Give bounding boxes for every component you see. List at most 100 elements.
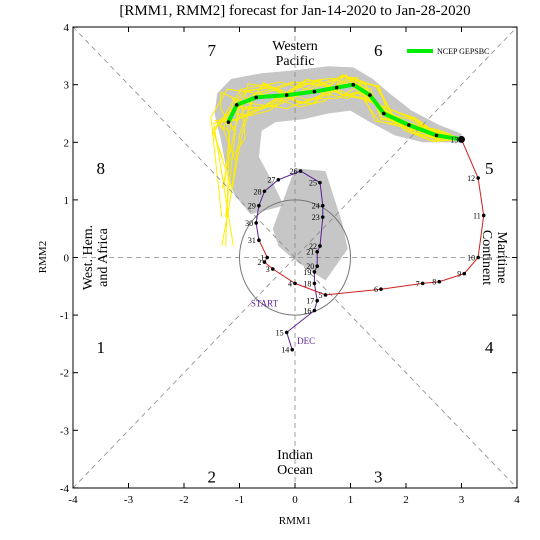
spread-upper-band: [214, 66, 462, 215]
region-label-line: West. Hem.: [81, 225, 96, 290]
december-point: [318, 244, 322, 248]
december-day-label: 17: [306, 297, 314, 306]
december-day-label: 27: [267, 176, 275, 185]
december-day-label: 22: [309, 242, 317, 251]
december-point: [320, 215, 325, 219]
y-tick-label: -4: [60, 483, 70, 495]
december-day-label: 14: [281, 346, 289, 355]
observed-point: [323, 293, 328, 297]
observed-point: [262, 260, 267, 264]
observed-day-label: 9: [457, 270, 461, 279]
ensemble-mean-point: [334, 85, 339, 90]
x-tick-label: 1: [348, 494, 354, 506]
spread-lower-band: [272, 168, 348, 281]
y-tick-label: -2: [60, 368, 69, 380]
marker-dec: DEC: [297, 336, 315, 346]
phase-label: 4: [485, 338, 494, 357]
diagonal-guide: [72, 26, 518, 489]
ensemble-mean-point: [234, 103, 239, 107]
december-day-label: 31: [248, 236, 256, 245]
ensemble-mean-point: [312, 89, 317, 94]
observed-point: [271, 267, 275, 271]
observed-day-label: 8: [432, 278, 436, 287]
region-label-line: Pacific: [276, 54, 315, 69]
region-label-line: Ocean: [277, 463, 313, 478]
member-line-10: [224, 81, 462, 247]
legend-label: NCEP GEPSBC: [437, 47, 489, 56]
x-tick-label: -2: [179, 494, 188, 506]
december-day-label: 24: [312, 202, 320, 211]
y-tick-label: -1: [60, 310, 69, 322]
region-label-line: Continent: [479, 230, 494, 285]
x-tick-label: 4: [514, 494, 520, 506]
december-day-label: 25: [309, 179, 317, 188]
observed-day-label: 3: [266, 265, 270, 274]
december-point: [315, 264, 320, 268]
observed-point: [293, 281, 297, 286]
x-tick-label: -4: [68, 494, 78, 506]
observed-point: [437, 279, 442, 284]
december-point: [262, 189, 267, 194]
member-line-7: [229, 82, 462, 160]
observed-point: [476, 255, 480, 260]
december-point: [320, 203, 325, 208]
phase-label: 6: [374, 41, 383, 60]
december-day-label: 30: [245, 219, 253, 228]
series-lines: 1415161718192021222324252627282930311234…: [226, 82, 486, 355]
y-tick-label: 3: [64, 80, 70, 92]
december-point: [315, 298, 320, 303]
y-tick-label: 0: [64, 253, 70, 265]
december-day-label: 23: [312, 213, 320, 222]
ensemble-mean-point: [254, 95, 258, 100]
phase-label: 2: [208, 467, 217, 486]
observed-day-label: 7: [416, 279, 420, 288]
region-label-line: Western: [272, 39, 318, 54]
december-point: [257, 203, 261, 208]
unit-circle: [239, 199, 351, 316]
december-point: [318, 180, 322, 185]
member-line-11: [231, 77, 462, 140]
y-tick-label: 4: [64, 22, 70, 34]
december-day-label: 19: [303, 268, 311, 277]
ensemble-mean-point: [434, 133, 439, 138]
y-tick-label: -3: [60, 425, 70, 437]
region-label-line: Indian: [277, 448, 313, 463]
text-markers: START DEC: [251, 298, 315, 345]
december-point: [290, 347, 295, 352]
observed-day-label: 12: [467, 174, 475, 183]
ensemble-mean-point: [368, 93, 372, 97]
x-tick-label: -1: [235, 494, 244, 506]
observed-line: [258, 139, 485, 296]
december-point: [312, 270, 317, 274]
region-west-hem-africa: West. Hem. and Africa: [81, 225, 111, 290]
y-axis-label: RMM2: [37, 241, 49, 273]
december-point: [312, 308, 317, 313]
observed-point: [420, 281, 425, 286]
marker-start: START: [251, 298, 279, 308]
region-label-line: and Africa: [96, 227, 111, 286]
diagonal-guide: [72, 26, 518, 489]
observed-day-label: 2: [257, 258, 261, 267]
x-tick-label: 2: [403, 494, 409, 506]
december-day-label: 29: [248, 202, 256, 211]
observed-point: [462, 271, 467, 276]
december-point: [315, 249, 320, 254]
ensemble-mean-point: [406, 123, 411, 127]
observed-point: [481, 213, 486, 218]
observed-point: [265, 255, 270, 260]
region-label-line: Maritime: [494, 231, 509, 283]
phase-label: 1: [97, 338, 106, 357]
december-day-label: 18: [303, 279, 311, 288]
december-point: [298, 169, 303, 173]
phase-label: 3: [374, 467, 383, 486]
x-tick-label: 3: [459, 494, 465, 506]
observed-day-label: 4: [288, 279, 292, 288]
december-point: [257, 238, 261, 243]
y-tick-label: 1: [64, 195, 70, 207]
x-tick-label: -3: [124, 494, 134, 506]
